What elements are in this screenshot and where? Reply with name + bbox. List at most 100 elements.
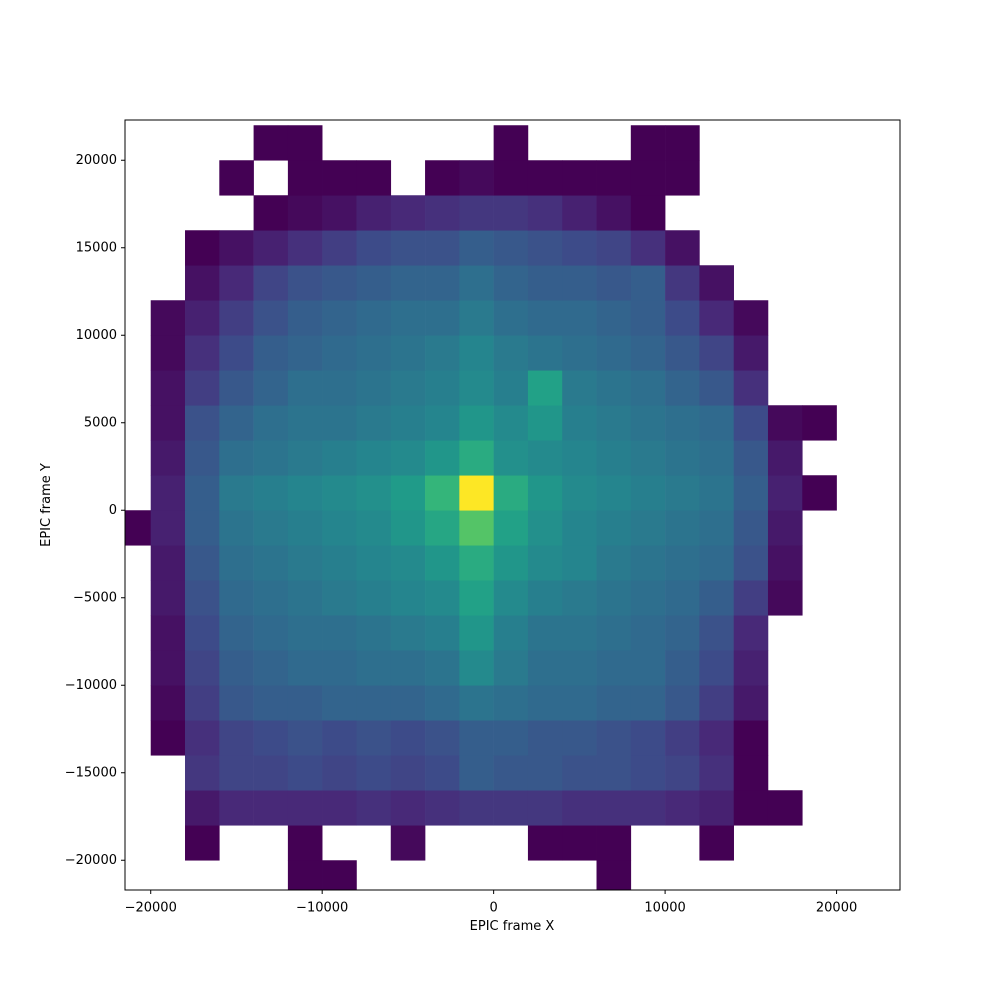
bin-cell bbox=[527, 335, 563, 371]
bin-cell bbox=[390, 825, 426, 861]
bin-cell bbox=[596, 475, 632, 511]
bin-cell bbox=[767, 405, 803, 441]
bin-cell bbox=[733, 615, 769, 651]
bin-cell bbox=[150, 475, 186, 511]
bin-cell bbox=[425, 335, 460, 371]
bin-cell bbox=[425, 265, 460, 301]
bin-cell bbox=[185, 545, 220, 581]
bin-cell bbox=[322, 405, 357, 441]
bin-cell bbox=[596, 755, 632, 791]
bin-cell bbox=[390, 230, 426, 266]
bin-cell bbox=[630, 300, 666, 336]
bin-cell bbox=[219, 615, 254, 651]
bin-cell bbox=[219, 720, 254, 756]
bin-cell bbox=[630, 230, 666, 266]
bin-cell bbox=[322, 475, 357, 511]
bin-cell bbox=[596, 650, 632, 686]
bin-cell bbox=[322, 195, 357, 231]
y-tick-label: −5000 bbox=[73, 590, 117, 605]
bin-cell bbox=[493, 195, 529, 231]
y-tick-label: 20000 bbox=[76, 153, 117, 168]
bin-cell bbox=[562, 335, 597, 371]
bin-cell bbox=[185, 335, 220, 371]
bin-cell bbox=[150, 370, 186, 406]
bin-cell bbox=[150, 300, 186, 336]
bin-cell bbox=[287, 615, 323, 651]
bin-cell bbox=[219, 335, 254, 371]
bin-cell bbox=[699, 790, 734, 826]
heatmap bbox=[125, 125, 837, 890]
bin-cell bbox=[665, 370, 700, 406]
bin-cell bbox=[185, 440, 220, 476]
bin-cell bbox=[356, 265, 392, 301]
bin-cell bbox=[562, 160, 597, 196]
bin-cell bbox=[493, 300, 529, 336]
bin-cell bbox=[322, 790, 357, 826]
bin-cell bbox=[425, 615, 460, 651]
bin-cell bbox=[322, 755, 357, 791]
bin-cell bbox=[253, 545, 289, 581]
bin-cell bbox=[767, 790, 803, 826]
bin-cell bbox=[390, 475, 426, 511]
bin-cell bbox=[493, 685, 529, 721]
bin-cell bbox=[699, 300, 734, 336]
bin-cell bbox=[802, 475, 837, 511]
bin-cell bbox=[390, 545, 426, 581]
bin-cell bbox=[493, 475, 529, 511]
bin-cell bbox=[459, 685, 494, 721]
bin-cell bbox=[562, 755, 597, 791]
bin-cell bbox=[665, 580, 700, 616]
bin-cell bbox=[219, 300, 254, 336]
bin-cell bbox=[253, 440, 289, 476]
bin-cell bbox=[527, 545, 563, 581]
bin-cell bbox=[665, 790, 700, 826]
bin-cell bbox=[219, 790, 254, 826]
bin-cell bbox=[562, 650, 597, 686]
bin-cell bbox=[287, 265, 323, 301]
bin-cell bbox=[390, 755, 426, 791]
bin-cell bbox=[425, 160, 460, 196]
plot-frame bbox=[124, 119, 901, 891]
bin-cell bbox=[219, 440, 254, 476]
bin-cell bbox=[150, 650, 186, 686]
bin-cell bbox=[562, 685, 597, 721]
bin-cell bbox=[596, 405, 632, 441]
bin-cell bbox=[253, 580, 289, 616]
bin-cell bbox=[699, 545, 734, 581]
bin-cell bbox=[185, 580, 220, 616]
bin-cell bbox=[527, 510, 563, 546]
bin-cell bbox=[425, 230, 460, 266]
bin-cell bbox=[699, 440, 734, 476]
bin-cell bbox=[596, 230, 632, 266]
bin-cell bbox=[562, 790, 597, 826]
y-tick-label: −15000 bbox=[65, 765, 117, 780]
bin-cell bbox=[287, 545, 323, 581]
bin-cell bbox=[699, 370, 734, 406]
bin-cell bbox=[425, 510, 460, 546]
bin-cell bbox=[390, 300, 426, 336]
bin-cell bbox=[356, 755, 392, 791]
bin-cell bbox=[493, 580, 529, 616]
bin-cell bbox=[219, 510, 254, 546]
x-tick-label: 10000 bbox=[644, 901, 685, 916]
bin-cell bbox=[253, 405, 289, 441]
bin-cell bbox=[733, 475, 769, 511]
bin-cell bbox=[630, 685, 666, 721]
bin-cell bbox=[219, 650, 254, 686]
bin-cell bbox=[699, 650, 734, 686]
bin-cell bbox=[287, 300, 323, 336]
bin-cell bbox=[665, 440, 700, 476]
bin-cell bbox=[287, 440, 323, 476]
bin-cell bbox=[287, 335, 323, 371]
bin-cell bbox=[562, 545, 597, 581]
bin-cell bbox=[630, 510, 666, 546]
bin-cell bbox=[630, 720, 666, 756]
bin-cell bbox=[390, 685, 426, 721]
y-tick-label: −10000 bbox=[65, 678, 117, 693]
bin-cell bbox=[493, 265, 529, 301]
bin-cell bbox=[185, 510, 220, 546]
bin-cell bbox=[767, 580, 803, 616]
bin-cell bbox=[425, 650, 460, 686]
bin-cell bbox=[185, 790, 220, 826]
bin-cell bbox=[356, 405, 392, 441]
